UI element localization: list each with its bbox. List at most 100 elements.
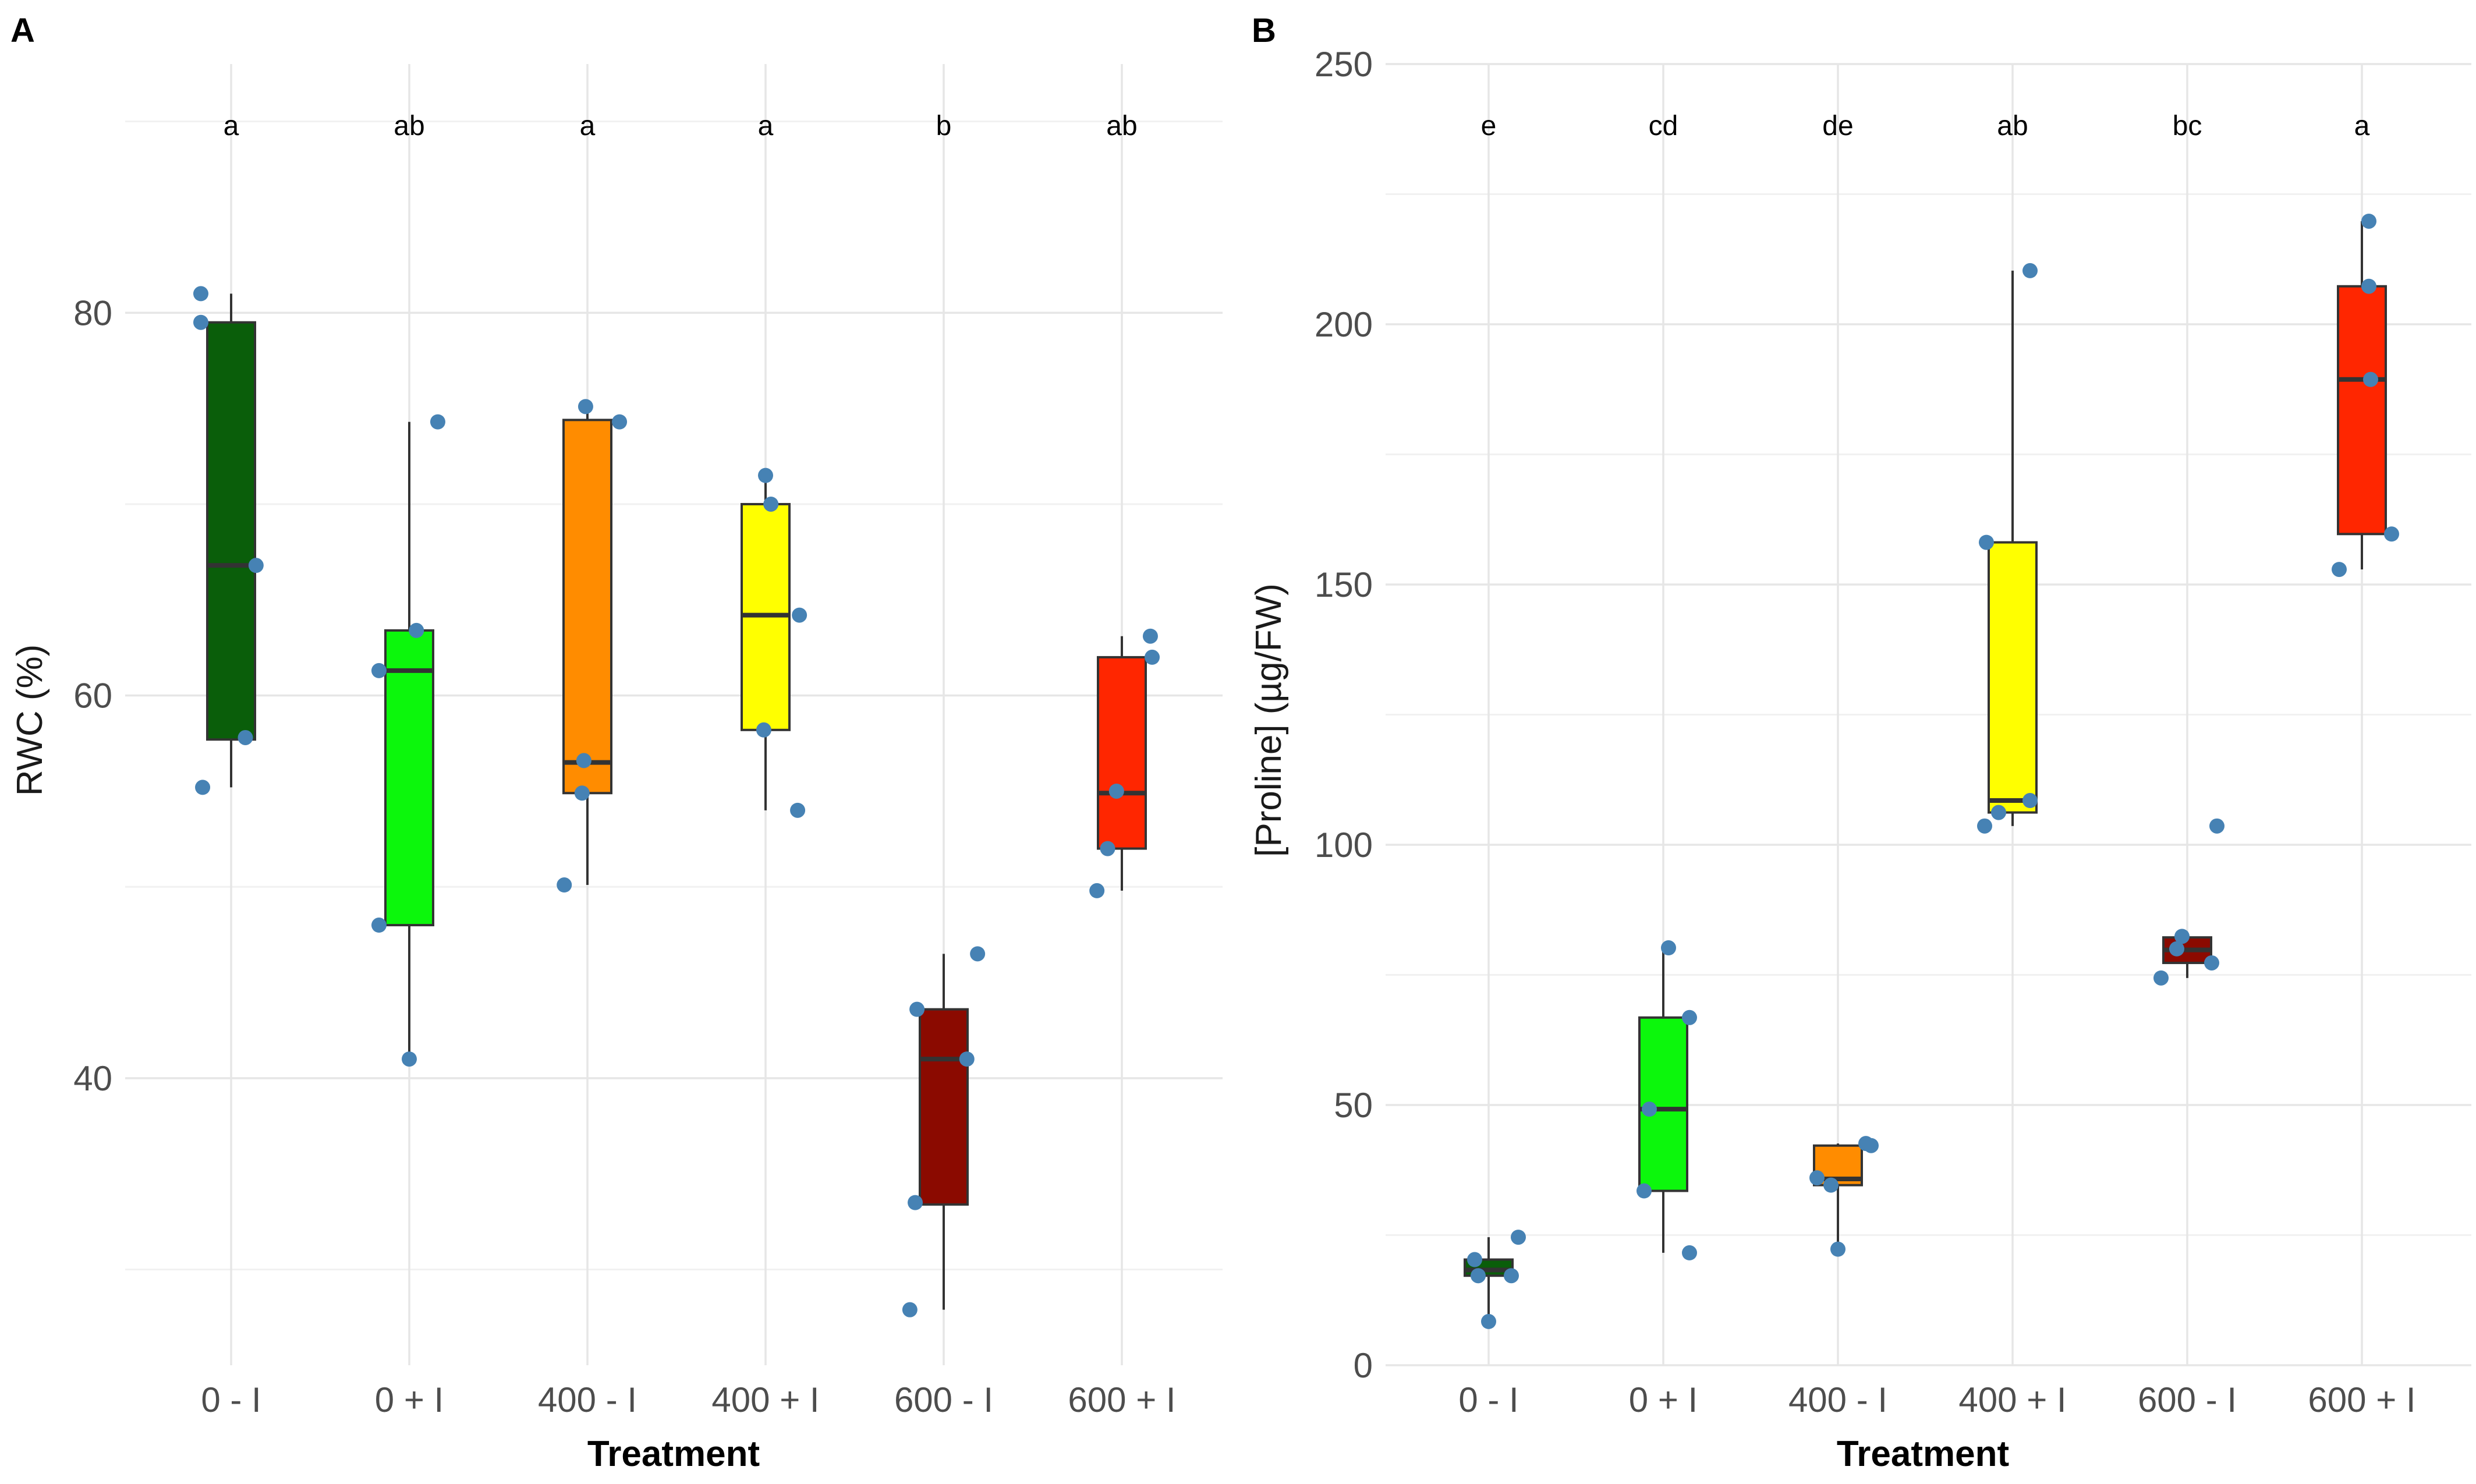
panel-a-x-tick-label: 600 - I (894, 1380, 993, 1419)
panel-b-data-point (1864, 1138, 1879, 1153)
panel-a-x-axis-title: Treatment (587, 1434, 760, 1474)
panel-a-data-point (908, 1195, 923, 1210)
panel-a-data-point (1142, 628, 1158, 644)
panel-b-whiskers (1487, 221, 2363, 1322)
panel-b-data-point (1467, 1252, 1482, 1267)
panel-b-data-point (1682, 1010, 1697, 1025)
panel-b-y-tick-label: 250 (1315, 45, 1373, 84)
panel-b-data-point (2204, 955, 2219, 971)
panel-b-box (2337, 285, 2387, 536)
panel-b-data-point (2174, 929, 2190, 944)
panel-a-significance-letter: ab (394, 111, 424, 141)
panel-b-points (1467, 213, 2399, 1329)
panel-a-data-point (970, 946, 986, 962)
panel-b-significance-letters: e cd de ab bc a (1481, 111, 2370, 141)
panel-a-data-point (612, 414, 628, 430)
panel-a-data-point (1108, 783, 1124, 799)
panel-a-box (919, 1008, 969, 1206)
panel-b-significance-letter: a (2354, 111, 2370, 141)
panel-b-x-tick-label: 0 + I (1629, 1380, 1698, 1419)
panel-a-data-point (1100, 841, 1115, 856)
panel-a-data-point (193, 314, 208, 330)
panel-a-points (193, 286, 1160, 1317)
panel-a-data-point (430, 414, 445, 430)
panel-a-data-point (763, 496, 779, 512)
panel-b-data-point (1991, 805, 2006, 820)
panel-a-boxes (206, 321, 1147, 1206)
panel-b-data-point (1682, 1245, 1697, 1260)
panel-b-data-point (1977, 818, 1992, 834)
panel-b-significance-letter: cd (1649, 111, 1678, 141)
panel-b-y-tick-label: 100 (1315, 826, 1373, 865)
panel-b-y-tick-label: 200 (1315, 305, 1373, 344)
panel-a-significance-letter: a (580, 111, 596, 141)
panel-b-data-point (2169, 941, 2184, 957)
panel-b-x-tick-labels: 0 - I 0 + I 400 - I 400 + I 600 - I 600 + I (1458, 1380, 2415, 1419)
panel-a-x-tick-label: 400 - I (538, 1380, 637, 1419)
panel-b-boxes (1464, 285, 2387, 1277)
panel-a-data-point (574, 785, 590, 801)
panel-b-data-point (1637, 1183, 1652, 1199)
panel-a-y-tick-label: 60 (73, 677, 112, 716)
panel-b-data-point (2153, 970, 2169, 986)
panel-a-significance-letters: a ab a a b ab (224, 111, 1138, 141)
panel-a-data-point (557, 877, 572, 893)
panel-a-y-tick-label: 40 (73, 1059, 112, 1098)
panel-b-x-tick-label: 400 + I (1958, 1380, 2066, 1419)
panel-b-data-point (1823, 1177, 1839, 1193)
panel-b-data-point (1504, 1268, 1519, 1284)
panel-b-data-point (1830, 1241, 1846, 1257)
panel-a-data-point (902, 1302, 918, 1317)
panel-a-data-point (758, 467, 773, 483)
panel-a-data-point (790, 802, 806, 818)
panel-b-data-point (1642, 1102, 1657, 1117)
panel-a-data-point (371, 663, 387, 678)
panel-a-data-point (195, 780, 211, 795)
panel-a-significance-letter: a (758, 111, 774, 141)
panel-a-data-point (909, 1001, 925, 1017)
panel-a-box (206, 321, 256, 741)
panel-a-data-point (576, 753, 591, 768)
panel-a-data-point (193, 286, 208, 302)
panel-b-data-point (2332, 562, 2347, 578)
panel-b-data-point (2363, 371, 2378, 387)
panel-b-y-axis-title: [Proline] (µg/FW) (1249, 583, 1289, 857)
panel-a-box (384, 629, 434, 927)
panel-a-box (562, 419, 612, 795)
panel-a-label: A (10, 12, 35, 49)
panel-a-data-point (578, 399, 593, 415)
panel-a-data-point (756, 722, 771, 738)
panel-b-data-point (2361, 278, 2376, 294)
panel-b-y-tick-label: 0 (1354, 1346, 1373, 1385)
panel-a-data-point (238, 729, 253, 745)
panel-b-x-tick-label: 400 - I (1788, 1380, 1887, 1419)
panel-a-significance-letter: b (936, 111, 952, 141)
panel-a-y-tick-label: 80 (73, 293, 112, 332)
panel-b-y-tick-labels: 0 50 100 150 200 250 (1315, 45, 1373, 1385)
panel-b-label: B (1252, 12, 1276, 49)
panel-a-box (1097, 656, 1147, 850)
panel-a-data-point (1089, 883, 1105, 898)
panel-a-data-point (371, 918, 387, 933)
panel-a-data-point (959, 1051, 975, 1067)
panel-b-data-point (1809, 1170, 1825, 1186)
panel-a-data-point (402, 1051, 417, 1067)
panel-b-y-tick-label: 50 (1334, 1086, 1373, 1125)
panel-a-data-point (409, 622, 424, 638)
panel-b-y-tick-label: 150 (1315, 565, 1373, 604)
panel-a-x-tick-label: 0 - I (201, 1380, 261, 1419)
panel-b-data-point (2361, 213, 2376, 229)
panel-b-data-point (1979, 534, 1994, 550)
panel-a-grid (125, 64, 1223, 1365)
panel-b-proline-chart: B e cd de ab bc a 0 50 100 150 200 250 0 - I 0 + I 4… (1249, 12, 2471, 1474)
panel-b-data-point (1481, 1313, 1496, 1329)
panel-a-data-point (248, 558, 264, 573)
panel-b-significance-letter: de (1822, 111, 1853, 141)
panel-b-x-tick-label: 0 - I (1458, 1380, 1518, 1419)
panel-a-data-point (1145, 649, 1160, 665)
panel-a-x-tick-label: 400 + I (711, 1380, 819, 1419)
panel-a-x-tick-label: 600 + I (1068, 1380, 1175, 1419)
panel-a-y-tick-labels: 40 60 80 (73, 293, 112, 1098)
